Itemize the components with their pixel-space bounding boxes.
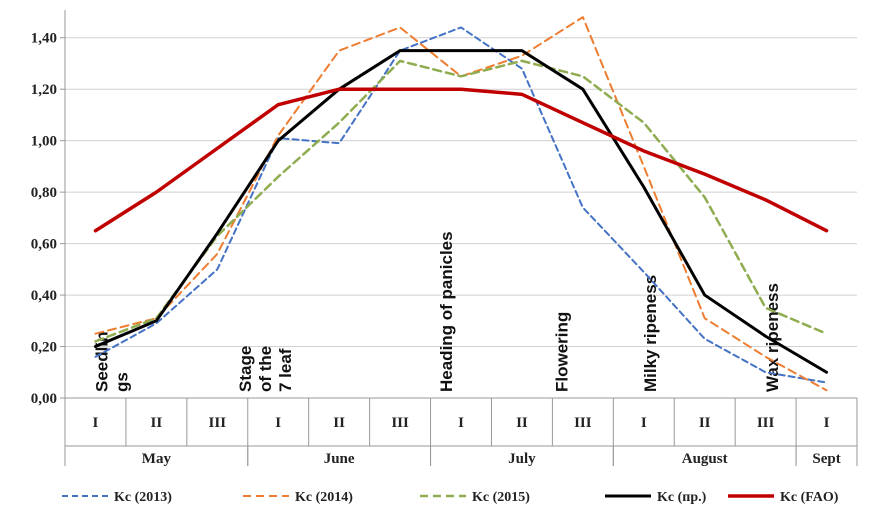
x-month-label: June — [324, 451, 355, 467]
series-line-1 — [94, 26, 828, 384]
x-tick-label: III — [391, 415, 409, 431]
stage-label: 7 leaf — [276, 348, 295, 392]
stage-label: Heading of panicles — [437, 231, 456, 392]
stage-label: Milky ripeness — [641, 275, 660, 392]
series-line-4 — [93, 49, 829, 374]
legend-label: Kc (пр.) — [657, 490, 707, 505]
x-tick-label: III — [209, 415, 227, 431]
stage-label: Wax ripeness — [763, 283, 782, 392]
x-tick-label: I — [275, 415, 281, 431]
series-line-5 — [93, 87, 829, 233]
x-tick-label: I — [824, 415, 830, 431]
x-tick-label: III — [574, 415, 592, 431]
legend-label: Kc (2013) — [114, 490, 172, 505]
stage-label: gs — [113, 372, 132, 392]
y-tick-label: 0,00 — [31, 391, 57, 407]
y-tick-label: 0,60 — [31, 237, 57, 253]
x-tick-label: II — [516, 415, 528, 431]
stage-label: of the — [256, 346, 275, 392]
x-month-label: Sept — [812, 451, 840, 467]
x-tick-label: II — [151, 415, 163, 431]
y-tick-label: 0,80 — [31, 185, 57, 201]
legend-label: Kc (2014) — [295, 490, 353, 505]
series-line-2 — [94, 16, 828, 392]
x-tick-label: I — [641, 415, 647, 431]
y-tick-label: 1,40 — [31, 31, 57, 47]
y-tick-label: 1,00 — [31, 134, 57, 150]
series-lines — [93, 16, 829, 392]
x-month-label: July — [508, 451, 536, 467]
series-line-3 — [94, 59, 828, 343]
x-tick-label: II — [699, 415, 711, 431]
y-axis: 0,00 0,20 0,40 0,60 0,80 1,00 1,20 1,40 — [31, 10, 66, 407]
x-month-label: May — [142, 451, 172, 467]
x-tick-label: I — [458, 415, 464, 431]
x-tick-label: III — [757, 415, 775, 431]
legend-label: Kc (FAO) — [780, 490, 839, 505]
phenology-stage-labels: Seedlin gs Stage of the 7 leaf Heading of pan… — [93, 231, 782, 392]
legend-label: Kc (2015) — [472, 490, 530, 505]
legend: Kc (2013) Kc (2014) Kc (2015) Kc (пр.) Kc (F… — [62, 490, 839, 505]
stage-label: Stage — [236, 346, 255, 392]
x-month-label: August — [682, 451, 728, 467]
y-tick-label: 0,40 — [31, 288, 57, 304]
x-tick-label: II — [333, 415, 345, 431]
x-tick-label: I — [93, 415, 99, 431]
y-tick-label: 0,20 — [31, 340, 57, 356]
y-tick-label: 1,20 — [31, 82, 57, 98]
stage-label: Flowering — [553, 312, 572, 392]
